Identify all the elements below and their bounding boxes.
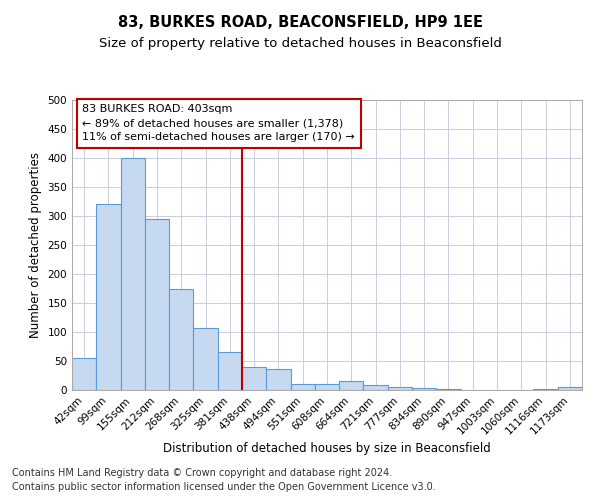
Text: Contains HM Land Registry data © Crown copyright and database right 2024.: Contains HM Land Registry data © Crown c… (12, 468, 392, 477)
Bar (388, 386, 412, 390)
Bar (96, 204, 121, 390)
Bar (315, 384, 339, 390)
Text: Contains public sector information licensed under the Open Government Licence v3: Contains public sector information licen… (12, 482, 436, 492)
Y-axis label: Number of detached properties: Number of detached properties (29, 152, 42, 338)
X-axis label: Distribution of detached houses by size in Beaconsfield: Distribution of detached houses by size … (163, 442, 491, 455)
Bar (145, 219, 169, 390)
Bar (72, 358, 96, 390)
Text: 83, BURKES ROAD, BEACONSFIELD, HP9 1EE: 83, BURKES ROAD, BEACONSFIELD, HP9 1EE (118, 15, 482, 30)
Bar (242, 367, 266, 390)
Bar (266, 369, 290, 390)
Bar (169, 288, 193, 390)
Bar (290, 384, 315, 390)
Bar (364, 385, 388, 390)
Bar (193, 328, 218, 390)
Text: 83 BURKES ROAD: 403sqm
← 89% of detached houses are smaller (1,378)
11% of semi-: 83 BURKES ROAD: 403sqm ← 89% of detached… (82, 104, 355, 142)
Bar (558, 387, 582, 390)
Bar (121, 158, 145, 390)
Bar (218, 352, 242, 390)
Bar (412, 388, 436, 390)
Bar (339, 382, 364, 390)
Text: Size of property relative to detached houses in Beaconsfield: Size of property relative to detached ho… (98, 38, 502, 51)
